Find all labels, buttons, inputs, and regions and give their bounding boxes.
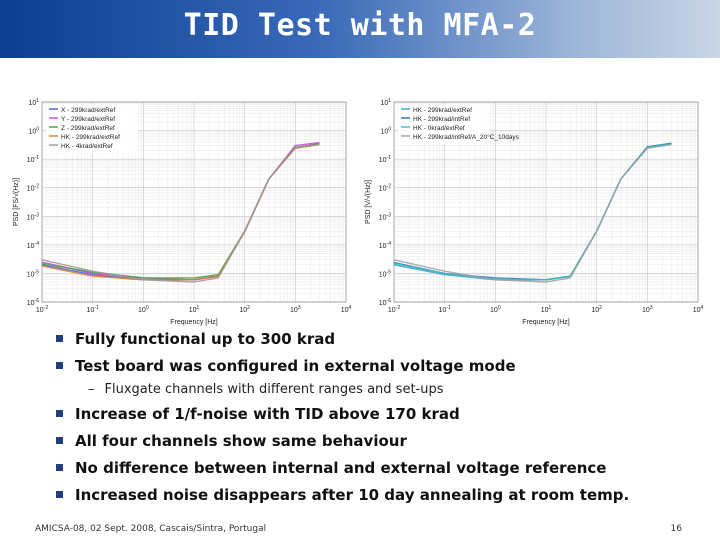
- series-line: [393, 144, 672, 283]
- x-tick-label: 100: [138, 305, 149, 314]
- x-tick-label: 102: [239, 305, 250, 314]
- y-axis-label: PSD [V/√(Hz)]: [364, 180, 372, 224]
- y-tick-label: 10-2: [379, 184, 391, 193]
- bullet-item: No difference between internal and exter…: [56, 459, 606, 477]
- x-tick-label: 10-2: [388, 305, 400, 314]
- page-number: 16: [670, 524, 682, 534]
- series-line: [41, 143, 320, 283]
- legend-entry: HK - 299krad/intRef/A_20°C_10days: [413, 133, 520, 141]
- legend: HK - 299krad/extRef HK - 299krad/intRef HK…: [398, 104, 520, 144]
- bullet-text: Increased noise disappears after 10 day …: [75, 486, 630, 504]
- y-tick-label: 10-5: [379, 269, 391, 278]
- bullet-item: Fully functional up to 300 krad: [56, 330, 335, 348]
- legend-entry: HK - 299krad/extRef: [61, 134, 120, 141]
- bullet-text: No difference between internal and exter…: [75, 459, 607, 477]
- bullet-square-icon: [56, 335, 63, 342]
- sub-bullet-text: Fluxgate channels with different ranges …: [104, 382, 444, 397]
- psd-chart-left: 10-2 10-1 100 101 102 103 104 10-6 10-5 10-4 10-3 1…: [12, 98, 352, 326]
- bullet-text: All four channels show same behaviour: [75, 432, 407, 450]
- slide-title: TID Test with MFA-2: [183, 8, 537, 43]
- x-tick-label: 102: [591, 305, 602, 314]
- bullet-item: Increase of 1/f-noise with TID above 170…: [56, 405, 460, 423]
- y-tick-label: 10-6: [379, 298, 391, 307]
- y-tick-label: 10-5: [27, 269, 39, 278]
- bullet-item: Test board was configured in external vo…: [56, 357, 516, 375]
- legend-box: [46, 104, 138, 153]
- x-tick-label: 104: [693, 305, 704, 314]
- legend-entry: HK - 299krad/extRef: [413, 107, 472, 114]
- x-tick-label: 103: [642, 305, 653, 314]
- legend-box: [398, 104, 490, 144]
- x-tick-label: 10-2: [36, 305, 48, 314]
- legend-entry: HK - 299krad/intRef: [413, 116, 470, 123]
- x-tick-label: 104: [341, 305, 352, 314]
- y-tick-label: 10-4: [27, 241, 39, 250]
- x-tick-label: 10-1: [87, 305, 99, 314]
- legend-entry: HK - 0krad/extRef: [413, 125, 465, 132]
- x-tick-label: 101: [541, 305, 552, 314]
- y-tick-label: 10-1: [27, 155, 39, 164]
- legend-entry: Z - 299krad/extRef: [61, 125, 115, 132]
- y-tick-label: 10-3: [27, 212, 39, 221]
- x-tick-label: 101: [189, 305, 200, 314]
- bullet-square-icon: [56, 410, 63, 417]
- bullet-square-icon: [56, 464, 63, 471]
- y-tick-label: 10-6: [27, 298, 39, 307]
- y-axis-label: PSD [FS/√(Hz)]: [12, 178, 20, 226]
- x-tick-label: 10-1: [439, 305, 451, 314]
- x-tick-label: 100: [490, 305, 501, 314]
- y-tick-label: 10-2: [27, 184, 39, 193]
- legend-entry: HK - 4krad/extRef: [61, 143, 113, 150]
- y-tick-label: 10-1: [379, 155, 391, 164]
- bullet-text: Fully functional up to 300 krad: [75, 330, 336, 348]
- bullet-square-icon: [56, 362, 63, 369]
- x-axis-label: Frequency [Hz]: [170, 319, 218, 326]
- psd-chart-right: 10-2 10-1 100 101 102 103 104 10-6 10-5 10-4 10-3 1…: [364, 98, 704, 326]
- y-tick-label: 10-3: [379, 212, 391, 221]
- sub-bullet: – Fluxgate channels with different ranges…: [88, 382, 444, 397]
- bullet-item: All four channels show same behaviour: [56, 432, 407, 450]
- y-tick-label: 101: [28, 98, 39, 107]
- y-tick-label: 10-4: [379, 241, 391, 250]
- x-tick-label: 103: [290, 305, 301, 314]
- y-tick-label: 100: [28, 127, 39, 136]
- title-bar: TID Test with MFA-2: [0, 0, 720, 58]
- bullet-text: Test board was configured in external vo…: [75, 357, 516, 375]
- legend: X - 299krad/extRef Y - 299krad/extRef Z - …: [46, 104, 138, 153]
- bullet-text: Increase of 1/f-noise with TID above 170…: [75, 405, 460, 423]
- legend-entry: X - 299krad/extRef: [61, 107, 115, 114]
- x-axis-label: Frequency [Hz]: [522, 319, 570, 326]
- legend-entry: Y - 299krad/extRef: [61, 116, 115, 123]
- footer-text: AMICSA-08, 02 Sept. 2008, Cascais/Sintra…: [35, 524, 267, 534]
- y-tick-label: 101: [380, 98, 391, 107]
- bullet-item: Increased noise disappears after 10 day …: [56, 486, 629, 504]
- bullet-square-icon: [56, 437, 63, 444]
- bullet-square-icon: [56, 491, 63, 498]
- y-tick-label: 100: [380, 127, 391, 136]
